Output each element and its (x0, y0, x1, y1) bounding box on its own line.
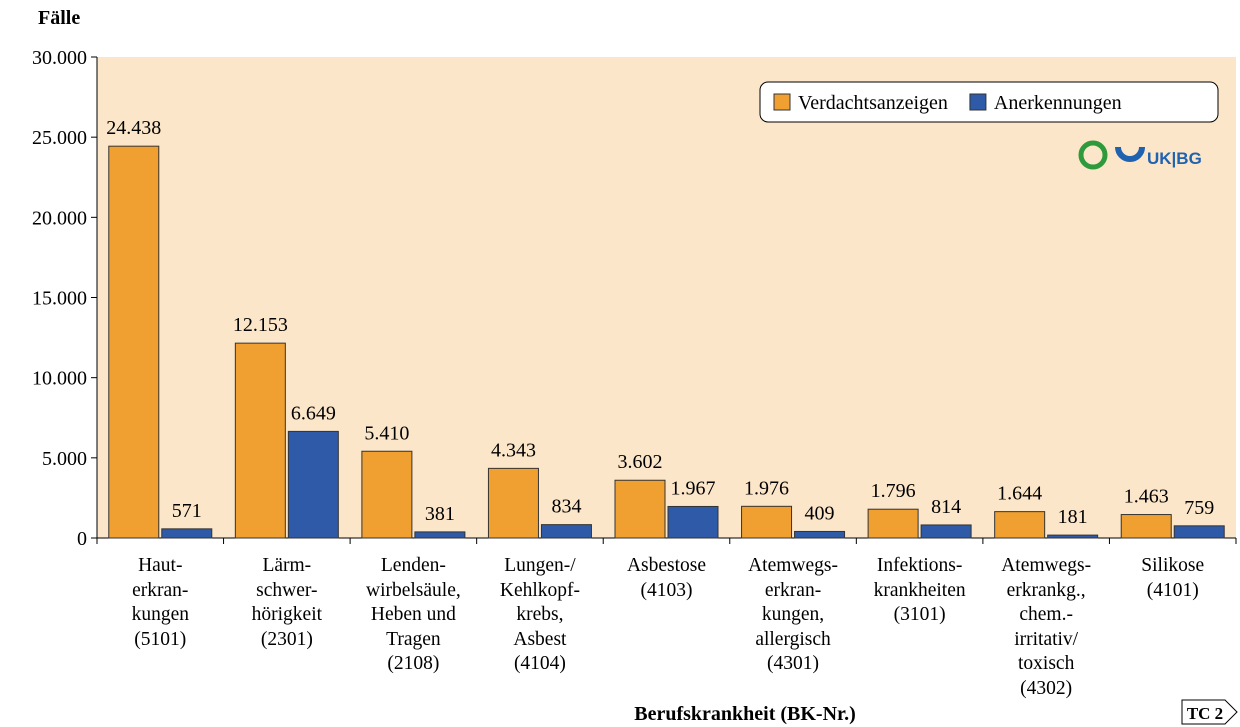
bar (108, 145, 160, 539)
bar (741, 505, 793, 539)
legend-swatch (969, 93, 987, 111)
value-label: 3.602 (618, 451, 663, 473)
bar (920, 524, 972, 539)
value-label: 1.976 (744, 477, 789, 499)
x-tick-label: Atemwegs- erkran- kungen, allergisch (43… (748, 555, 838, 674)
bar (1047, 534, 1099, 539)
bar (540, 524, 592, 539)
bar (794, 530, 846, 539)
x-tick-label: Atemwegs- erkrankg., chem.- irritativ/ t… (1001, 555, 1092, 699)
value-label: 1.644 (997, 483, 1042, 505)
value-label: 814 (931, 496, 961, 518)
x-tick-label: Silikose (4101) (1141, 555, 1205, 601)
value-label: 4.343 (491, 439, 536, 461)
x-tick-label: Asbestose (4103) (626, 555, 707, 601)
y-tick-label: 25.000 (32, 127, 87, 149)
badge-frame (1181, 699, 1238, 725)
bar (287, 430, 339, 539)
legend-label: Verdachtsanzeigen (798, 92, 948, 114)
y-axis-title: Fälle (38, 7, 80, 29)
bar (994, 511, 1046, 539)
value-label: 1.967 (671, 477, 716, 499)
plot-background (97, 57, 1236, 538)
badge-text: TC 2 (1187, 704, 1223, 723)
value-label: 381 (425, 503, 455, 525)
bar (361, 450, 413, 539)
legend-swatch (773, 93, 791, 111)
value-label: 1.463 (1124, 486, 1169, 508)
bar (667, 505, 719, 539)
bar (1120, 514, 1172, 539)
logo-icon (1115, 146, 1145, 162)
bar (234, 342, 286, 539)
x-tick-label: Lungen-/ Kehlkopf- krebs, Asbest (4104) (499, 555, 581, 674)
value-label: 1.796 (871, 480, 916, 502)
y-tick-label: 10.000 (32, 368, 87, 390)
y-tick-label: 15.000 (32, 288, 87, 310)
y-tick-label: 5.000 (42, 448, 87, 470)
bar (487, 467, 539, 539)
value-label: 24.438 (106, 117, 161, 139)
y-tick-label: 30.000 (32, 47, 87, 69)
x-tick-label: Haut- erkran- kungen (5101) (131, 555, 189, 650)
bar (1173, 525, 1225, 539)
legend-label: Anerkennungen (994, 92, 1122, 114)
value-label: 5.410 (364, 422, 409, 444)
value-label: 12.153 (233, 314, 288, 336)
y-tick-label: 20.000 (32, 207, 87, 229)
bar (614, 479, 666, 539)
value-label: 6.649 (291, 402, 336, 424)
x-axis-title: Berufskrankheit (BK-Nr.) (634, 703, 855, 725)
value-label: 181 (1058, 506, 1088, 528)
value-label: 409 (805, 502, 835, 524)
bar (867, 508, 919, 539)
value-label: 834 (551, 496, 581, 518)
bar (161, 528, 213, 539)
bar (414, 531, 466, 539)
value-label: 759 (1184, 497, 1214, 519)
y-tick-label: 0 (77, 528, 87, 550)
value-label: 571 (172, 500, 202, 522)
logo-text: UK|BG (1147, 149, 1202, 168)
legend-box (759, 81, 1219, 123)
x-tick-label: Lärm- schwer- hörigkeit (2301) (251, 555, 323, 650)
x-tick-label: Infektions- krankheiten (3101) (873, 555, 966, 625)
logo-icon (1078, 140, 1108, 170)
x-tick-label: Lenden- wirbelsäule, Heben und Tragen (2… (365, 555, 461, 674)
